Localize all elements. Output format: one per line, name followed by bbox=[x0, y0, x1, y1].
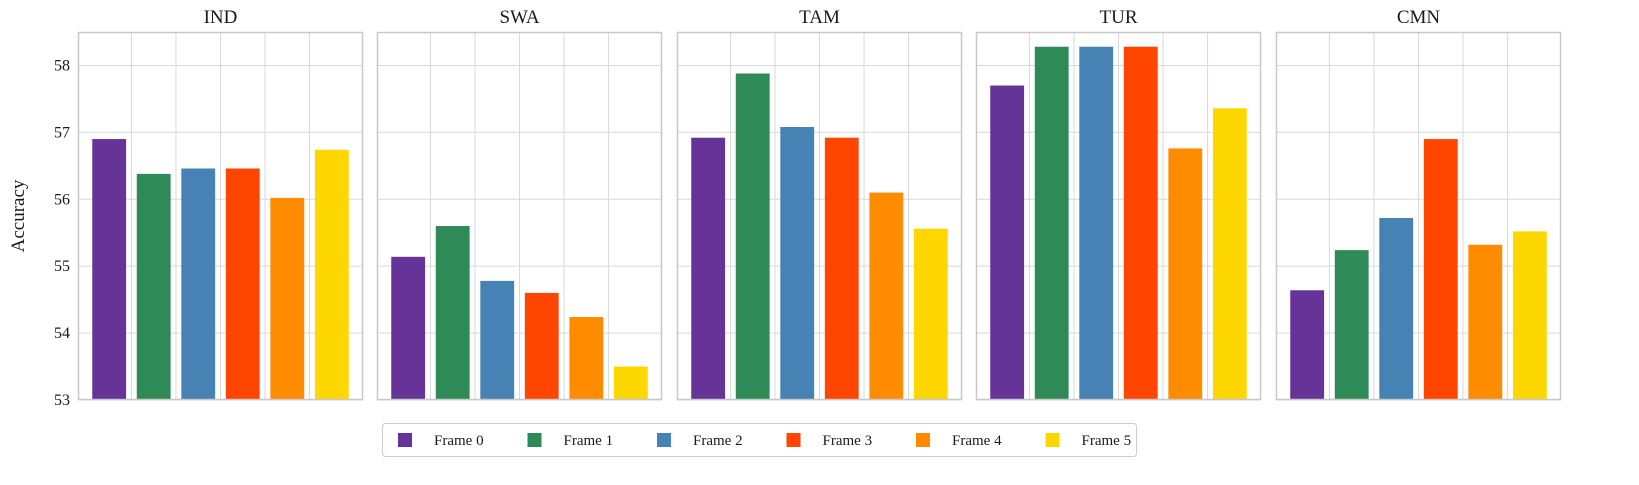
bar-swa-frame-4 bbox=[569, 317, 604, 400]
panel-tam: TAM bbox=[676, 7, 963, 401]
bar-swa-frame-0 bbox=[391, 256, 426, 400]
legend-item-frame-2: Frame 2 bbox=[657, 433, 743, 449]
legend-swatch bbox=[1045, 433, 1060, 447]
bar-tam-frame-0 bbox=[691, 137, 726, 400]
bar-ind-frame-1 bbox=[136, 173, 171, 400]
y-tick-label: 54 bbox=[54, 325, 70, 342]
panel-title: IND bbox=[204, 7, 238, 28]
bar-tam-frame-3 bbox=[824, 137, 859, 400]
bar-ind-frame-2 bbox=[181, 168, 216, 400]
legend-swatch bbox=[527, 433, 542, 447]
bar-tam-frame-1 bbox=[735, 73, 770, 400]
bar-cmn-frame-2 bbox=[1379, 218, 1414, 400]
legend-label: Frame 0 bbox=[434, 433, 484, 449]
legend-swatch bbox=[657, 433, 671, 447]
panel-frame bbox=[1275, 31, 1562, 401]
bar-cmn-frame-3 bbox=[1423, 139, 1458, 400]
legend-label: Frame 2 bbox=[693, 433, 743, 449]
y-tick-label: 58 bbox=[54, 57, 70, 74]
bar-swa-frame-2 bbox=[480, 280, 515, 400]
panel-title: TAM bbox=[799, 7, 840, 28]
bar-swa-frame-1 bbox=[435, 226, 470, 400]
y-axis-label: Accuracy bbox=[8, 179, 29, 252]
legend-label: Frame 5 bbox=[1082, 433, 1132, 449]
bar-ind-frame-5 bbox=[314, 149, 349, 400]
bar-swa-frame-5 bbox=[613, 366, 648, 400]
y-tick-label: 55 bbox=[54, 258, 70, 275]
panel-title: SWA bbox=[499, 7, 539, 28]
bar-tam-frame-4 bbox=[869, 192, 904, 400]
panel-cmn: CMN bbox=[1275, 7, 1562, 401]
legend: Frame 0 Frame 1 Frame 2 Frame 3 Frame 4 Frame… bbox=[382, 423, 1137, 457]
bar-cmn-frame-4 bbox=[1468, 244, 1503, 400]
bar-ind-frame-3 bbox=[225, 168, 260, 400]
bar-cmn-frame-1 bbox=[1334, 250, 1369, 400]
panel-frame bbox=[975, 31, 1262, 401]
legend-label: Frame 3 bbox=[823, 433, 873, 449]
bar-tam-frame-2 bbox=[780, 127, 815, 400]
bar-tur-frame-3 bbox=[1123, 46, 1158, 400]
legend-item-frame-4: Frame 4 bbox=[916, 433, 1002, 449]
panel-title: CMN bbox=[1397, 7, 1441, 28]
bar-cmn-frame-0 bbox=[1290, 290, 1325, 400]
y-tick-label: 57 bbox=[54, 124, 70, 141]
chart-panels: IND 53 54 55 56 57 58 SWA TAM TUR CMN bbox=[54, 7, 1562, 409]
legend-swatch bbox=[398, 433, 412, 447]
legend-item-frame-5: Frame 5 bbox=[1045, 433, 1132, 449]
panel-frame bbox=[676, 31, 963, 401]
bar-ind-frame-4 bbox=[270, 197, 305, 400]
panel-title: TUR bbox=[1100, 7, 1138, 28]
legend-swatch bbox=[786, 433, 801, 447]
y-tick-label: 53 bbox=[54, 392, 70, 409]
bar-ind-frame-0 bbox=[92, 139, 127, 400]
bar-tur-frame-4 bbox=[1168, 148, 1203, 400]
legend-swatch bbox=[916, 433, 930, 447]
bar-tam-frame-5 bbox=[913, 228, 948, 400]
bar-tur-frame-5 bbox=[1212, 108, 1247, 400]
bar-tur-frame-1 bbox=[1034, 46, 1069, 400]
bar-tur-frame-0 bbox=[990, 85, 1025, 400]
panel-ind: IND 53 54 55 56 57 58 bbox=[54, 7, 364, 409]
y-tick-label: 56 bbox=[54, 191, 70, 208]
panel-tur: TUR bbox=[975, 7, 1262, 401]
legend-item-frame-1: Frame 1 bbox=[527, 433, 614, 449]
panel-frame bbox=[77, 31, 364, 401]
panel-frame bbox=[376, 31, 663, 401]
bar-tur-frame-2 bbox=[1079, 46, 1114, 400]
legend-item-frame-0: Frame 0 bbox=[398, 433, 484, 449]
legend-label: Frame 4 bbox=[952, 433, 1002, 449]
legend-item-frame-3: Frame 3 bbox=[786, 433, 873, 449]
legend-box bbox=[382, 423, 1137, 457]
bar-swa-frame-3 bbox=[524, 292, 559, 400]
legend-label: Frame 1 bbox=[564, 433, 614, 449]
panel-swa: SWA bbox=[376, 7, 663, 401]
bar-cmn-frame-5 bbox=[1512, 231, 1547, 400]
